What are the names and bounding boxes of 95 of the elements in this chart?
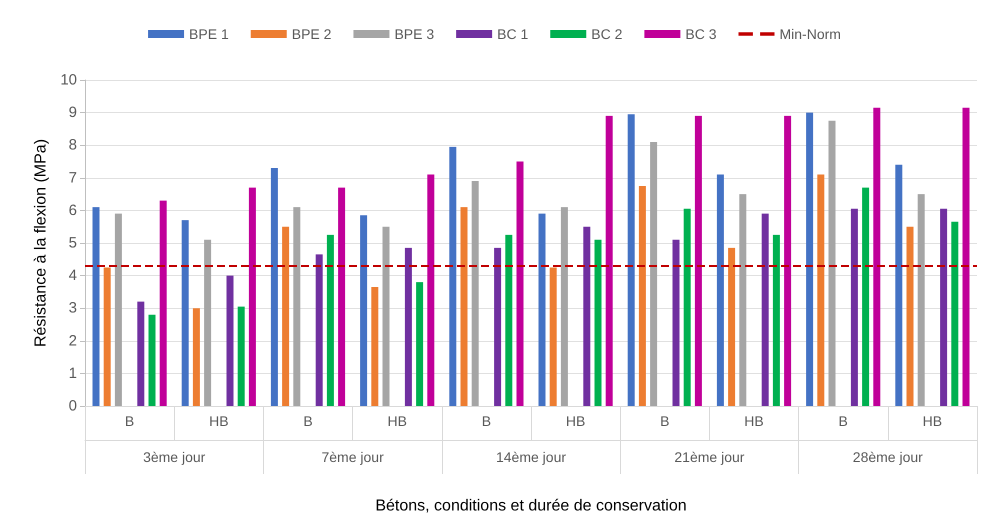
bar (270, 168, 278, 406)
bar (828, 120, 836, 406)
bar (192, 308, 200, 406)
bar (672, 240, 680, 406)
y-tick-label: 2 (68, 332, 77, 350)
bar (873, 108, 880, 406)
bar (371, 287, 378, 406)
bar (638, 186, 646, 406)
bar (494, 248, 502, 406)
bar (918, 194, 925, 406)
legend-label: BC 2 (591, 26, 623, 42)
bar (951, 222, 958, 406)
bar (505, 234, 512, 406)
text: 28ème jour (852, 449, 924, 465)
x-tick-label: HB (387, 413, 407, 429)
bar (716, 174, 724, 406)
text: 14ème jour (496, 449, 566, 465)
y-tick-label: 1 (68, 364, 77, 382)
x-tick-label: B (303, 413, 313, 429)
bar (460, 207, 468, 406)
x-axis-title: Bétons, conditions et durée de conservation (375, 498, 687, 514)
bar (739, 194, 746, 406)
x-tick-label: HB (922, 413, 942, 429)
bar (293, 207, 300, 406)
bar (772, 234, 780, 406)
y-axis-title: Résistance à la flexion (MPa) (32, 138, 50, 348)
bar (449, 146, 456, 406)
bar (583, 226, 590, 406)
bar (684, 208, 691, 406)
bar (728, 248, 736, 406)
bar (404, 248, 412, 406)
bar (382, 226, 390, 406)
bar (248, 188, 256, 406)
bar (427, 174, 434, 406)
bar (204, 240, 212, 406)
bar (762, 214, 769, 406)
bar (226, 276, 234, 406)
bar (416, 282, 424, 406)
x-tick-label: B (482, 413, 492, 429)
bar (560, 207, 568, 406)
bar (360, 215, 368, 406)
bar (338, 188, 346, 406)
x-tick-label: HB (566, 413, 586, 429)
x-tick-label: HB (744, 413, 764, 429)
legend-label: BPE 2 (292, 26, 332, 42)
bar (114, 214, 122, 406)
bar (817, 174, 824, 406)
y-tick-label: 9 (68, 104, 77, 122)
text: 3ème jour (143, 449, 206, 465)
bar (92, 207, 100, 406)
bar (850, 208, 858, 406)
legend-label: Min-Norm (780, 26, 841, 42)
bar (940, 208, 948, 406)
y-tick-label: 4 (68, 267, 77, 284)
bar (137, 302, 144, 406)
bar (326, 234, 334, 406)
y-tick-label: 10 (60, 72, 77, 88)
y-tick-label: 8 (68, 136, 77, 154)
text: 21ème jour (674, 449, 745, 465)
x-tick-label: HB (209, 413, 229, 429)
legend-label: BC 1 (497, 26, 528, 42)
bar (238, 306, 245, 406)
x-tick-label: B (660, 413, 670, 429)
bar (862, 188, 870, 406)
x-tick-label: B (838, 413, 848, 429)
y-tick-label: 3 (68, 300, 77, 317)
bar (806, 112, 814, 406)
bar (694, 116, 702, 406)
bar (538, 214, 546, 406)
bar (282, 226, 290, 406)
bar (628, 114, 635, 406)
bar (550, 267, 557, 406)
bar (895, 164, 902, 406)
bar (516, 162, 524, 406)
bar (962, 108, 970, 406)
bar (472, 181, 479, 406)
bar (148, 314, 156, 406)
bar (182, 220, 189, 406)
y-tick-label: 7 (68, 169, 77, 186)
bar (104, 267, 111, 406)
y-tick-label: 5 (68, 234, 77, 252)
x-tick-label: B (124, 413, 134, 429)
bar (906, 226, 914, 406)
legend-label: BPE 3 (394, 26, 434, 42)
y-tick-label: 0 (68, 398, 77, 414)
bar (784, 116, 792, 406)
legend-label: BC 3 (685, 26, 717, 42)
bar (160, 200, 167, 406)
bar (606, 116, 613, 406)
bar (650, 142, 658, 406)
bar (594, 240, 602, 406)
bar (316, 254, 323, 406)
y-tick-label: 6 (68, 202, 77, 219)
text: 7ème jour (321, 449, 384, 465)
legend-label: BPE 1 (189, 26, 229, 42)
